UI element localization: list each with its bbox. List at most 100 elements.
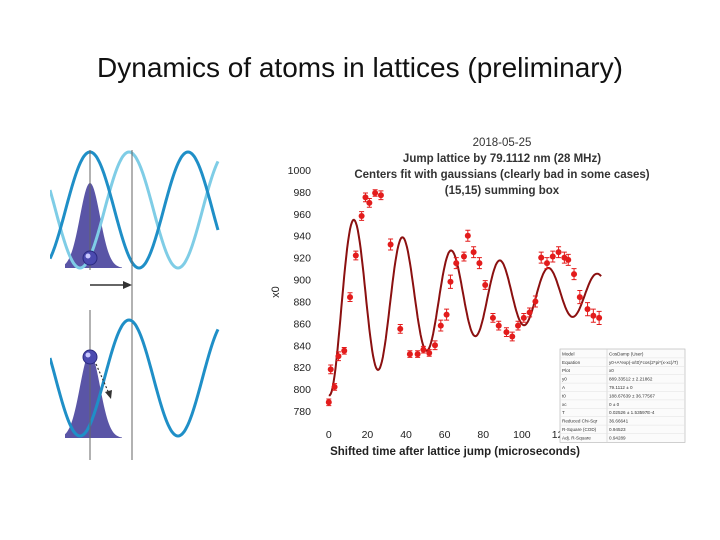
y-tick-label: 820 [293, 362, 311, 374]
data-point [464, 229, 471, 242]
top-atom [82, 250, 98, 266]
y-tick-label: 800 [293, 384, 311, 396]
y-tick-label: 860 [293, 318, 311, 330]
data-point [476, 257, 483, 270]
data-point [584, 302, 591, 317]
chart-title: 2018-05-25 Jump lattice by 79.1112 nm (2… [354, 137, 649, 197]
data-point [432, 340, 438, 351]
lattice-schematic [50, 150, 220, 460]
data-point [358, 211, 365, 221]
y-tick-label: 880 [293, 296, 311, 308]
fit-table-value: x0 [609, 368, 614, 373]
fit-table-row: T 0.02526 ± 1.53597E-4 [560, 410, 685, 417]
jump-arrow [90, 281, 132, 289]
x-tick-label: 60 [439, 429, 451, 441]
data-point [503, 327, 510, 338]
data-points [325, 189, 603, 407]
data-point [532, 295, 539, 308]
data-point [327, 364, 334, 375]
data-point [544, 257, 550, 270]
data-point [347, 292, 354, 302]
fit-table-label: Adj. R-Square [562, 435, 591, 440]
data-point [377, 190, 384, 201]
bottom-atom-highlight [85, 352, 91, 358]
fit-table-value: 0.94523 [609, 427, 626, 432]
y-tick-label: 840 [293, 340, 311, 352]
data-point [565, 253, 572, 266]
bottom-panel [50, 310, 220, 460]
x-tick-label: 80 [477, 429, 489, 441]
data-point [576, 290, 583, 305]
data-point [515, 320, 522, 331]
fit-table-value: 0.02526 ± 1.53597E-4 [609, 410, 655, 415]
data-point [372, 189, 379, 197]
fit-table-row: Model CosDamp (User) [560, 351, 685, 359]
data-point [495, 320, 502, 331]
data-point [437, 319, 444, 332]
y-tick-label: 780 [293, 406, 311, 418]
chart-title-line-1: 2018-05-25 [473, 137, 532, 149]
data-point [414, 350, 421, 358]
top-gaussian-peak [65, 183, 122, 268]
chart: 2018-05-25 Jump lattice by 79.1112 nm (2… [270, 137, 686, 458]
data-point [387, 238, 394, 251]
fit-table-row: Equation y0+A*exp(-x/t0)*cos(2*pi*(x-xc)/… [560, 360, 685, 367]
fit-table-row: Reduced Chi-Sqr 36.66641 [560, 419, 685, 426]
bottom-gaussian-peak [65, 353, 122, 438]
data-point [325, 398, 332, 407]
data-point [520, 313, 527, 323]
data-point [460, 251, 467, 262]
y-tick-label: 960 [293, 209, 311, 221]
y-tick-label: 980 [293, 187, 311, 199]
y-tick-label: 1000 [288, 165, 312, 177]
data-point [331, 383, 338, 391]
data-point [397, 323, 404, 334]
fit-table-label: Plot [562, 368, 571, 373]
data-point [470, 246, 477, 259]
fit-table-label: R-Square (COD) [562, 427, 597, 432]
data-point [352, 250, 359, 261]
top-lattice-light-wave [50, 150, 220, 270]
fit-table-value: 889.33512 ± 2.21862 [609, 377, 653, 382]
data-point [555, 246, 562, 259]
fit-table-label: xc [562, 402, 567, 407]
fit-table-value: y0+A*exp(-x/t0)*cos(2*pi*(x-xc)/T) [609, 360, 679, 365]
data-point [482, 280, 489, 290]
y-tick-label: 900 [293, 275, 311, 287]
fit-table-row: xc 0 ± 0 [560, 402, 685, 409]
data-point [335, 351, 342, 362]
fit-table-value: 0.94289 [609, 435, 626, 440]
x-tick-label: 100 [513, 429, 531, 441]
fit-table-row: R-Square (COD) 0.94523 [560, 427, 685, 434]
data-point [538, 251, 545, 264]
fit-table-row: Plot x0 [560, 368, 685, 375]
top-panel [50, 150, 220, 460]
chart-title-line-3: Centers fit with gaussians (clearly bad … [354, 169, 649, 181]
fit-table-value: 36.66641 [609, 419, 629, 424]
fit-table-row: y0 889.33512 ± 2.21862 [560, 377, 685, 384]
fit-table-value: 0 ± 0 [609, 402, 620, 407]
x-tick-label: 40 [400, 429, 412, 441]
fit-parameters-table: Model CosDamp (User) Equation y0+A*exp(-x/t… [559, 348, 686, 443]
fit-line [328, 218, 602, 397]
fit-table-label: T [562, 410, 565, 415]
top-lattice-dark-wave [50, 150, 220, 270]
fit-table-label: A [562, 385, 566, 390]
y-tick-label: 940 [293, 231, 311, 243]
fit-table-label: Equation [562, 360, 581, 365]
data-point [426, 349, 433, 357]
data-point [443, 308, 450, 321]
y-axis-label: x0 [270, 286, 282, 298]
y-tick-label: 920 [293, 253, 311, 265]
fit-table-label: Model [562, 351, 575, 356]
fit-table-label: t0 [562, 393, 566, 398]
fit-table-value: 79.1112 ± 0 [609, 385, 633, 390]
data-point [447, 274, 454, 289]
fit-table-row: Adj. R-Square 0.94289 [562, 435, 626, 440]
fit-table-label: Reduced Chi-Sqr [562, 419, 598, 424]
data-point [453, 257, 460, 270]
slide-title: Dynamics of atoms in lattices (prelimina… [97, 52, 623, 83]
data-point [366, 197, 373, 208]
fit-table-value: 188.67639 ± 36.77567 [609, 393, 655, 398]
data-point [571, 268, 578, 281]
